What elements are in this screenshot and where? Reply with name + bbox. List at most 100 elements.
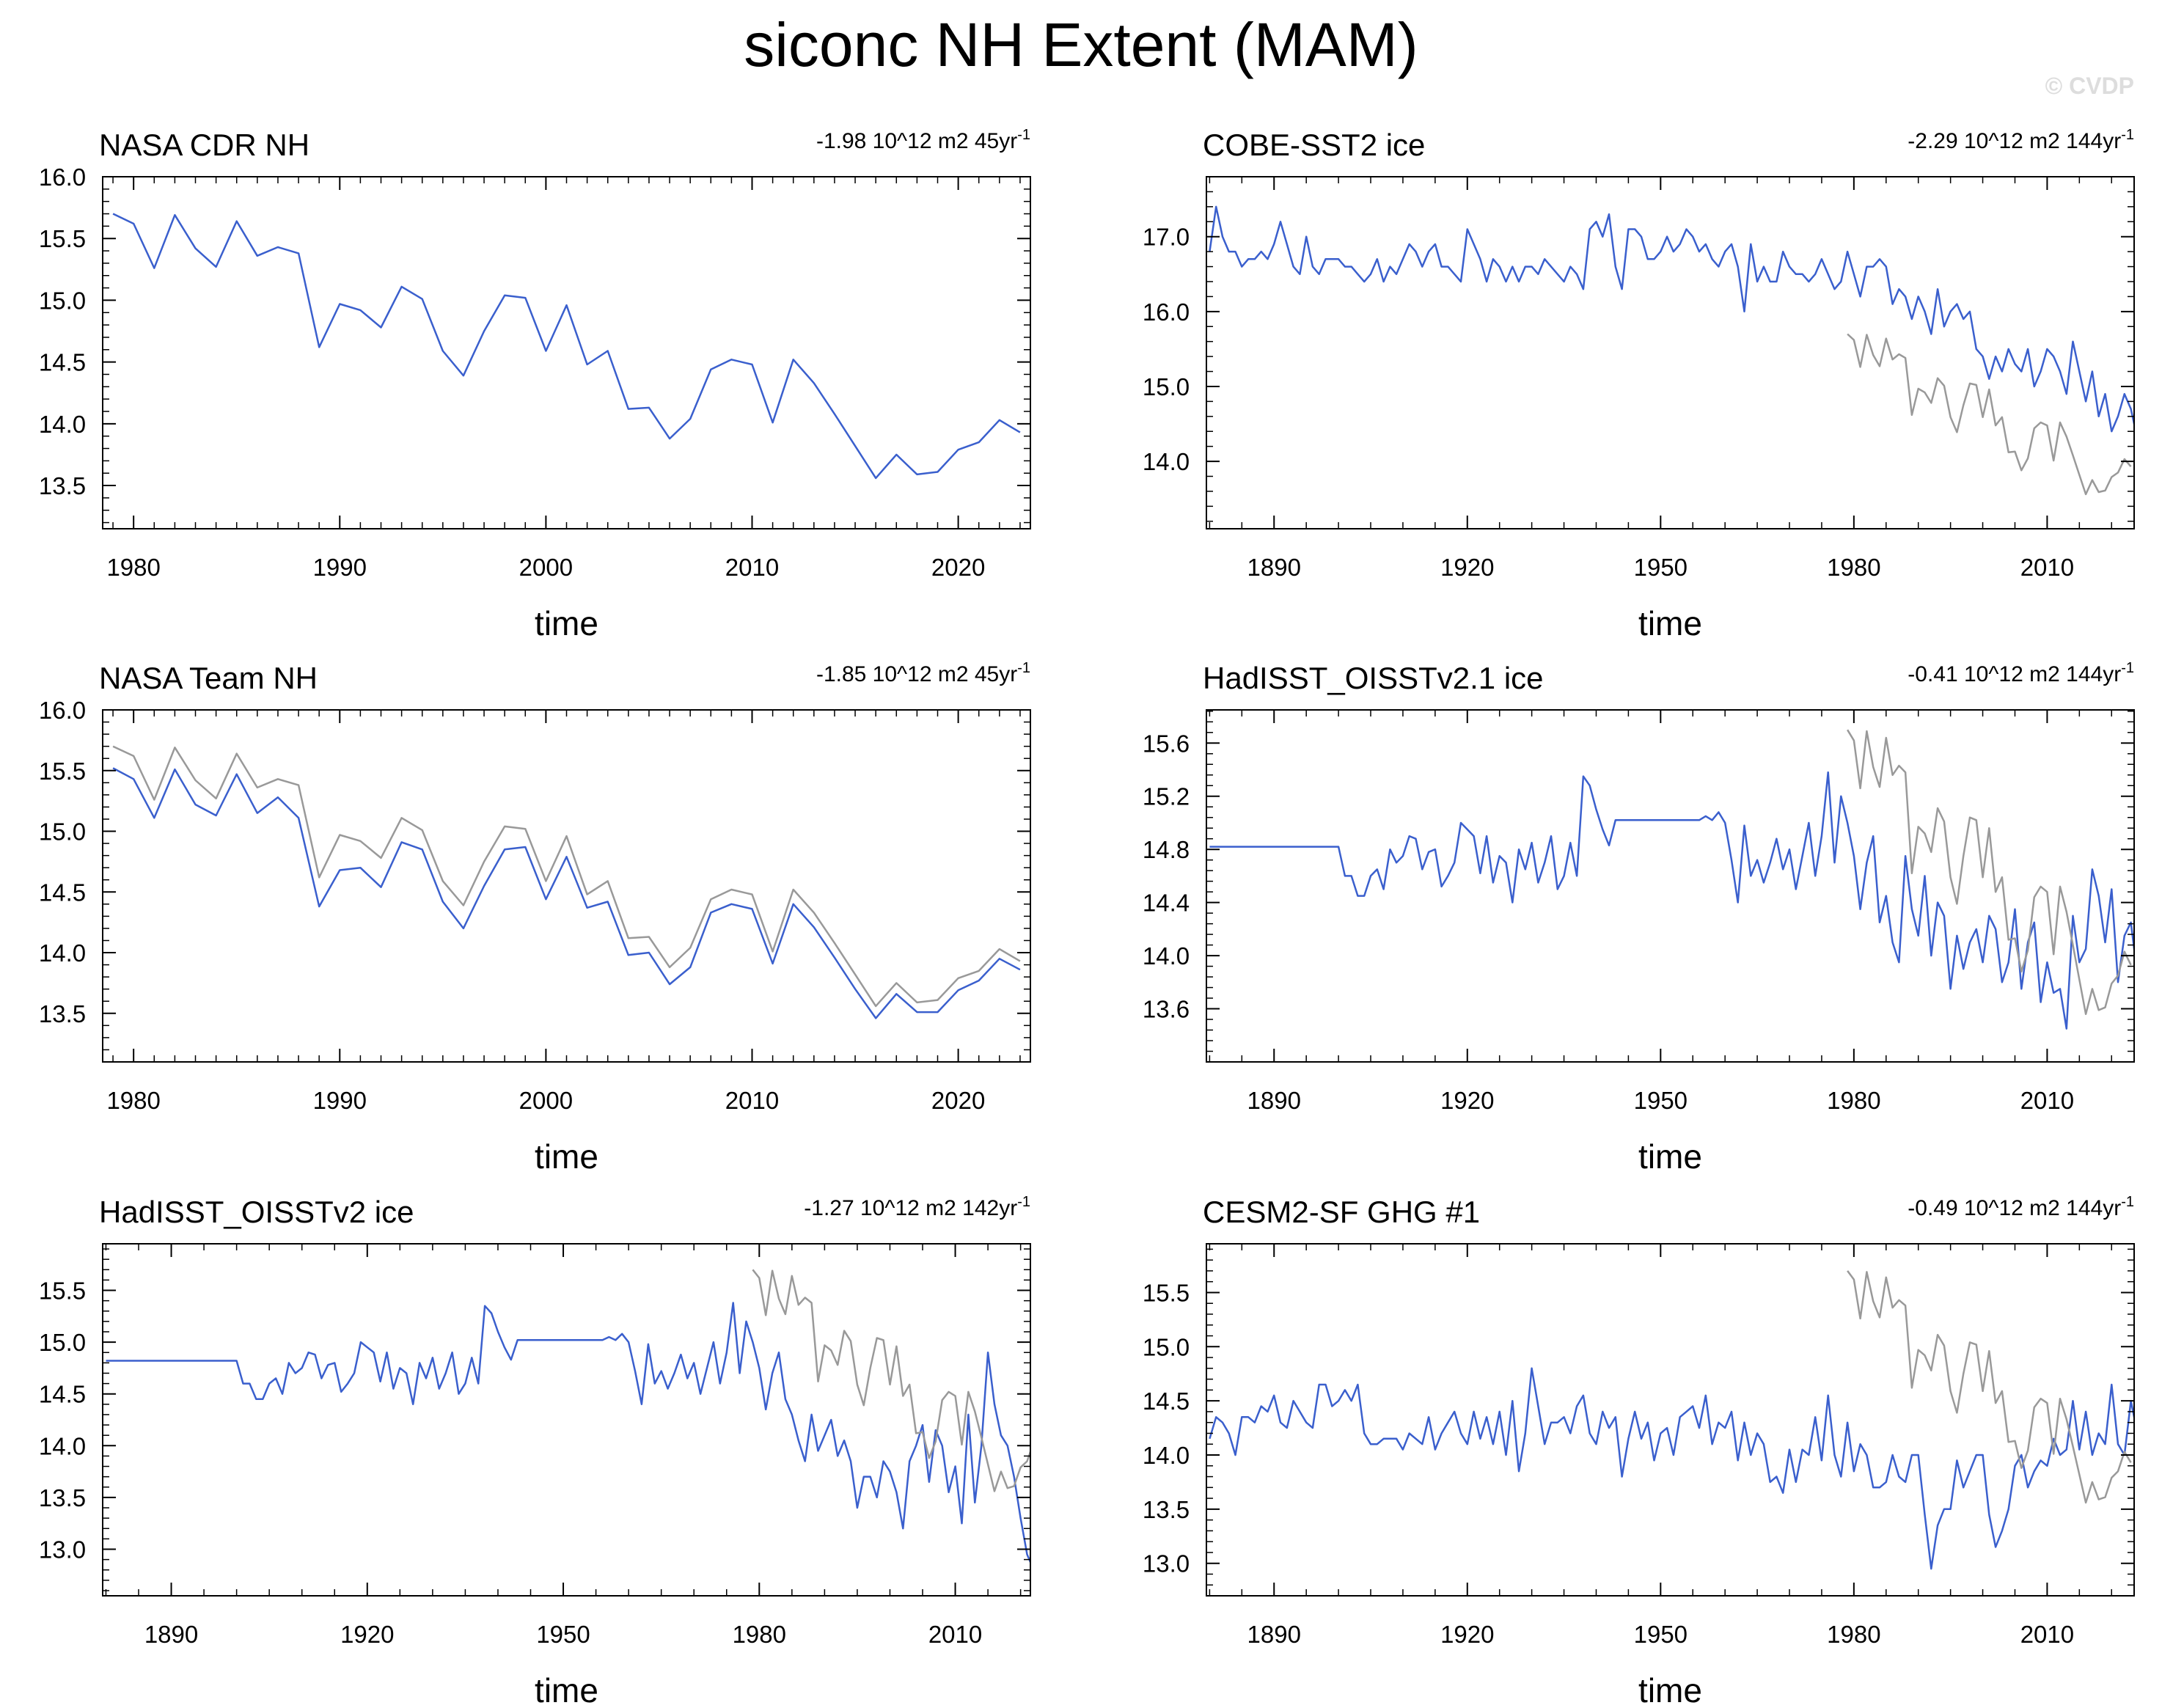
x-tick-label: 1980 (733, 1621, 786, 1648)
x-tick-label: 2010 (725, 554, 779, 581)
series-line (1209, 1367, 2134, 1570)
x-tick-label: 1920 (340, 1621, 394, 1648)
y-tick-label: 17.0 (1143, 224, 1190, 251)
panel-title: NASA CDR NH (99, 128, 309, 162)
panel-6: CESM2-SF GHG #1 -0.49 10^12 m2 144yr-1 189… (1143, 1194, 2135, 1708)
y-tick-label: 15.5 (1143, 1279, 1190, 1306)
trend-annotation: -2.29 10^12 m2 144yr-1 (1908, 127, 2134, 153)
x-tick-label: 1920 (1440, 1087, 1494, 1114)
y-tick-label: 15.2 (1143, 783, 1190, 810)
panels-group: NASA CDR NH -1.98 10^12 m2 45yr-1 1980 1990… (39, 127, 2135, 1708)
reference-series-line (1847, 729, 2132, 1016)
x-tick-label: 2020 (931, 1087, 985, 1114)
y-tick-label: 14.5 (39, 1381, 86, 1408)
plot-frame (1206, 1243, 2135, 1597)
x-tick-label: 1980 (106, 1087, 160, 1114)
panel-4: HadISST_OISSTv2.1 ice -0.41 10^12 m2 144y… (1143, 660, 2135, 1176)
x-axis-label: time (535, 1137, 598, 1176)
series-line (112, 213, 1021, 480)
y-tick-label: 14.5 (39, 349, 86, 376)
trend-annotation: -1.27 10^12 m2 142yr-1 (804, 1194, 1030, 1220)
x-tick-label: 1950 (536, 1621, 590, 1648)
y-tick-label: 15.5 (39, 758, 86, 785)
panel-title: NASA Team NH (99, 661, 318, 695)
y-tick-label: 16.0 (39, 697, 86, 724)
y-tick-label: 14.0 (39, 411, 86, 438)
x-tick-label: 1950 (1634, 1621, 1688, 1648)
x-tick-label: 1890 (1247, 1621, 1301, 1648)
y-tick-label: 13.5 (39, 1000, 86, 1027)
panel-title: CESM2-SF GHG #1 (1203, 1195, 1480, 1229)
y-tick-label: 15.0 (39, 287, 86, 314)
y-tick-label: 13.0 (1143, 1550, 1190, 1577)
y-tick-label: 14.0 (39, 1432, 86, 1459)
x-tick-label: 2010 (2020, 1087, 2074, 1114)
y-tick-label: 14.0 (39, 939, 86, 967)
x-tick-label: 2020 (931, 554, 985, 581)
x-tick-label: 1890 (1247, 554, 1301, 581)
x-axis-label: time (1638, 1671, 1702, 1708)
y-tick-label: 14.0 (1143, 448, 1190, 475)
x-tick-label: 2010 (2020, 1621, 2074, 1648)
x-tick-label: 2010 (2020, 554, 2074, 581)
y-tick-label: 15.5 (39, 225, 86, 252)
y-tick-label: 14.0 (1143, 1442, 1190, 1469)
x-tick-label: 1890 (144, 1621, 198, 1648)
y-tick-label: 14.8 (1143, 836, 1190, 863)
series-line (106, 1302, 1030, 1565)
y-tick-label: 13.6 (1143, 996, 1190, 1023)
trend-annotation: -0.49 10^12 m2 144yr-1 (1908, 1194, 2134, 1220)
x-tick-label: 2010 (725, 1087, 779, 1114)
x-tick-label: 2000 (519, 554, 573, 581)
x-tick-label: 2000 (519, 1087, 573, 1114)
y-tick-label: 15.0 (39, 818, 86, 846)
watermark: © CVDP (2045, 73, 2134, 99)
panel-3: NASA Team NH -1.85 10^12 m2 45yr-1 1980 199… (39, 660, 1031, 1176)
figure-title: siconc NH Extent (MAM) (744, 10, 1418, 79)
y-tick-label: 13.0 (39, 1536, 86, 1563)
y-tick-label: 14.0 (1143, 942, 1190, 970)
reference-series-line (1847, 1270, 2132, 1504)
y-tick-label: 14.5 (1143, 1388, 1190, 1415)
x-tick-label: 1990 (313, 554, 367, 581)
y-tick-label: 15.0 (1143, 1333, 1190, 1360)
plot-frame (1206, 176, 2135, 529)
x-tick-label: 1920 (1440, 554, 1494, 581)
x-axis-label: time (1638, 604, 1702, 642)
y-tick-label: 15.6 (1143, 730, 1190, 757)
x-axis-label: time (535, 604, 598, 642)
x-tick-label: 1990 (313, 1087, 367, 1114)
series-line (1209, 771, 2134, 1030)
trend-annotation: -0.41 10^12 m2 144yr-1 (1908, 660, 2134, 686)
y-tick-label: 15.0 (39, 1329, 86, 1356)
y-tick-label: 16.0 (39, 164, 86, 191)
y-tick-label: 13.5 (39, 1484, 86, 1511)
x-axis-label: time (1638, 1137, 1702, 1176)
x-tick-label: 1950 (1634, 1087, 1688, 1114)
y-tick-label: 14.5 (39, 879, 86, 906)
plot-frame (102, 1243, 1031, 1597)
plot-frame (1206, 709, 2135, 1063)
y-tick-label: 16.0 (1143, 298, 1190, 326)
y-tick-label: 14.4 (1143, 890, 1190, 917)
reference-series-line (752, 1269, 1030, 1492)
panel-title: COBE-SST2 ice (1203, 128, 1425, 162)
x-tick-label: 1890 (1247, 1087, 1301, 1114)
panel-2: COBE-SST2 ice -2.29 10^12 m2 144yr-1 1890 1… (1143, 127, 2135, 642)
x-tick-label: 1980 (1827, 1087, 1880, 1114)
trend-annotation: -1.98 10^12 m2 45yr-1 (816, 127, 1030, 153)
panel-title: HadISST_OISSTv2 ice (99, 1195, 414, 1229)
trend-annotation: -1.85 10^12 m2 45yr-1 (816, 660, 1030, 686)
x-axis-label: time (535, 1671, 598, 1708)
x-tick-label: 1920 (1440, 1621, 1494, 1648)
y-tick-label: 13.5 (39, 472, 86, 499)
series-line (1209, 205, 2134, 433)
y-tick-label: 13.5 (1143, 1496, 1190, 1523)
panel-5: HadISST_OISSTv2 ice -1.27 10^12 m2 142yr-… (39, 1194, 1031, 1708)
x-tick-label: 1980 (106, 554, 160, 581)
series-line (112, 767, 1021, 1019)
x-tick-label: 2010 (928, 1621, 982, 1648)
panel-title: HadISST_OISSTv2.1 ice (1203, 661, 1544, 695)
x-tick-label: 1950 (1634, 554, 1688, 581)
y-tick-label: 15.5 (39, 1278, 86, 1305)
